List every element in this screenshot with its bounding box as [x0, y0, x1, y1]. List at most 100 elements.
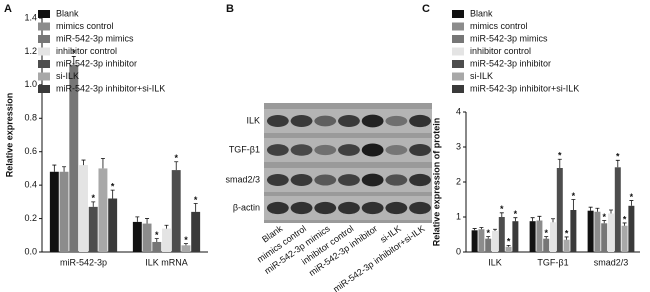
bar	[594, 211, 601, 252]
significance-mark: *	[111, 182, 115, 192]
y-tick-label: 0.0	[24, 246, 37, 256]
significance-mark: *	[602, 212, 606, 222]
legend-label: si-ILK	[56, 71, 79, 81]
significance-mark: *	[174, 153, 178, 163]
legend-label: miR-542-3p inhibitor+si-ILK	[56, 83, 165, 93]
error-bar	[145, 218, 150, 224]
panel-label: A	[4, 3, 12, 15]
blot-band	[266, 115, 289, 127]
error-bar	[472, 228, 477, 231]
legend-label: mimics control	[56, 21, 114, 31]
bar	[601, 223, 608, 252]
legend-label: miR-542-3p inhibitor+si-ILK	[470, 83, 579, 93]
error-bar	[571, 199, 576, 210]
y-tick-label: 1.4	[24, 12, 37, 22]
y-tick-label: 0	[456, 246, 461, 256]
bar	[492, 231, 498, 252]
significance-mark: *	[630, 192, 634, 202]
blot-band	[361, 201, 384, 215]
bar	[132, 221, 142, 252]
blot-band	[314, 115, 337, 127]
error-bar	[551, 218, 555, 223]
significance-mark: *	[194, 195, 198, 205]
panel-label: B	[226, 3, 234, 15]
legend-label: miR-542-3p inhibitor	[56, 58, 137, 68]
blot-band	[385, 174, 408, 186]
x-tick-label: TGF-β1	[537, 257, 568, 267]
x-tick-label: smad2/3	[594, 257, 629, 267]
blot-band	[361, 173, 384, 187]
significance-mark: *	[155, 230, 159, 240]
legend-swatch	[38, 47, 50, 56]
blot-band	[290, 174, 313, 186]
blot-band	[338, 174, 360, 186]
error-bar	[183, 243, 188, 246]
bar	[529, 221, 536, 252]
bar	[614, 167, 621, 252]
blot-band	[409, 114, 431, 128]
bar	[152, 241, 162, 252]
legend-swatch	[38, 72, 50, 81]
legend-swatch	[38, 10, 50, 18]
error-bar	[622, 222, 627, 226]
bar	[498, 217, 505, 252]
blot-band	[338, 144, 360, 156]
blot-band	[266, 174, 289, 186]
bar	[478, 229, 485, 252]
significance-mark: *	[565, 228, 569, 238]
legend-label: miR-542-3p mimics	[470, 33, 548, 43]
error-bar	[595, 207, 600, 212]
blot-row-label: β-actin	[233, 202, 260, 212]
y-tick-label: 1.2	[24, 46, 37, 56]
bar	[608, 213, 614, 252]
blot-row-label: smad2/3	[225, 174, 260, 184]
bar	[587, 210, 594, 252]
error-bar	[479, 227, 484, 230]
blot-band	[290, 115, 313, 127]
legend-swatch	[38, 22, 50, 31]
bar	[505, 246, 512, 252]
error-bar	[530, 217, 535, 222]
blot-band	[361, 114, 384, 128]
blot-band	[314, 144, 337, 156]
blot-band	[314, 201, 337, 215]
significance-mark: *	[184, 235, 188, 245]
bar	[485, 238, 492, 252]
blot-band	[409, 144, 431, 156]
error-bar	[537, 215, 542, 221]
bar	[543, 238, 550, 252]
error-bar	[135, 216, 140, 222]
bar	[98, 168, 108, 252]
significance-mark: *	[616, 152, 620, 162]
error-bar	[602, 220, 607, 224]
y-tick-label: 1.0	[24, 79, 37, 89]
error-bar	[609, 209, 613, 214]
y-tick-label: 3	[456, 141, 461, 151]
error-bar	[513, 217, 518, 222]
bar	[563, 239, 570, 252]
error-bar	[493, 228, 497, 231]
y-tick-label: 0.8	[24, 113, 37, 123]
legend-swatch	[452, 22, 464, 31]
blot-band	[409, 173, 431, 187]
legend-swatch	[38, 35, 50, 43]
significance-mark: *	[514, 209, 518, 219]
error-bar	[193, 203, 198, 212]
blot-band	[266, 201, 289, 215]
error-bar	[615, 159, 620, 168]
significance-mark: *	[572, 191, 576, 201]
bar	[512, 221, 519, 252]
bar	[88, 206, 98, 252]
bar	[550, 222, 556, 252]
significance-mark: *	[507, 237, 511, 247]
legend-swatch	[452, 60, 464, 68]
blot-row-label: ILK	[246, 115, 260, 125]
significance-mark: *	[91, 193, 95, 203]
blot-band	[290, 201, 313, 215]
x-tick-label: ILK	[488, 257, 502, 267]
bar	[59, 171, 69, 252]
legend-swatch	[452, 10, 464, 18]
y-axis-label: Relative expression of protein	[431, 118, 441, 247]
error-bar	[629, 200, 634, 206]
